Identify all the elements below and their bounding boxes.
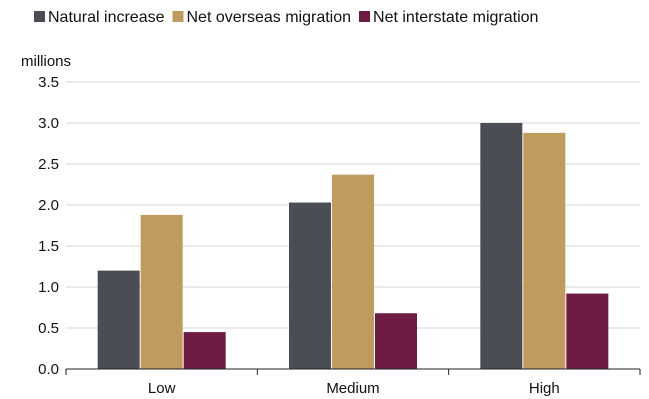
bar-net-interstate-migration-high [566, 293, 609, 369]
legend-swatch [359, 11, 371, 22]
x-tick-label: Medium [326, 380, 379, 397]
y-tick-label: 2.0 [38, 197, 59, 214]
bar-natural-increase-medium [289, 202, 331, 369]
legend-swatch [34, 11, 45, 22]
legend-label: Natural increase [48, 9, 165, 26]
bar-net-overseas-migration-medium [332, 174, 374, 369]
y-tick-label: 2.5 [38, 156, 59, 173]
y-tick-label: 0.5 [38, 320, 59, 337]
legend: Natural increase Net overseas migration Ne… [34, 9, 538, 26]
legend-label: Net overseas migration [187, 9, 352, 26]
legend-swatch [172, 11, 184, 22]
y-tick-label: 3.5 [38, 74, 59, 91]
bar-natural-increase-low [97, 270, 140, 369]
x-tick-label: High [529, 380, 560, 397]
y-tick-label: 1.5 [38, 238, 59, 255]
bar-natural-increase-high [480, 123, 523, 369]
bar-net-overseas-migration-high [523, 132, 566, 369]
legend-label: Net interstate migration [373, 9, 538, 26]
y-axis-ticks: 0.0 0.5 1.0 1.5 2.0 2.5 3.0 3.5 [38, 74, 59, 378]
y-axis-unit-label: millions [21, 53, 71, 70]
y-tick-label: 0.0 [38, 361, 59, 378]
bar-net-overseas-migration-low [140, 214, 183, 369]
bar-net-interstate-migration-low [183, 332, 226, 369]
bars [97, 123, 609, 369]
y-tick-label: 3.0 [38, 115, 59, 132]
x-axis-ticks: Low Medium High [65, 369, 641, 397]
x-tick-label: Low [148, 380, 176, 397]
bar-net-interstate-migration-medium [375, 313, 417, 369]
y-tick-label: 1.0 [38, 279, 59, 296]
